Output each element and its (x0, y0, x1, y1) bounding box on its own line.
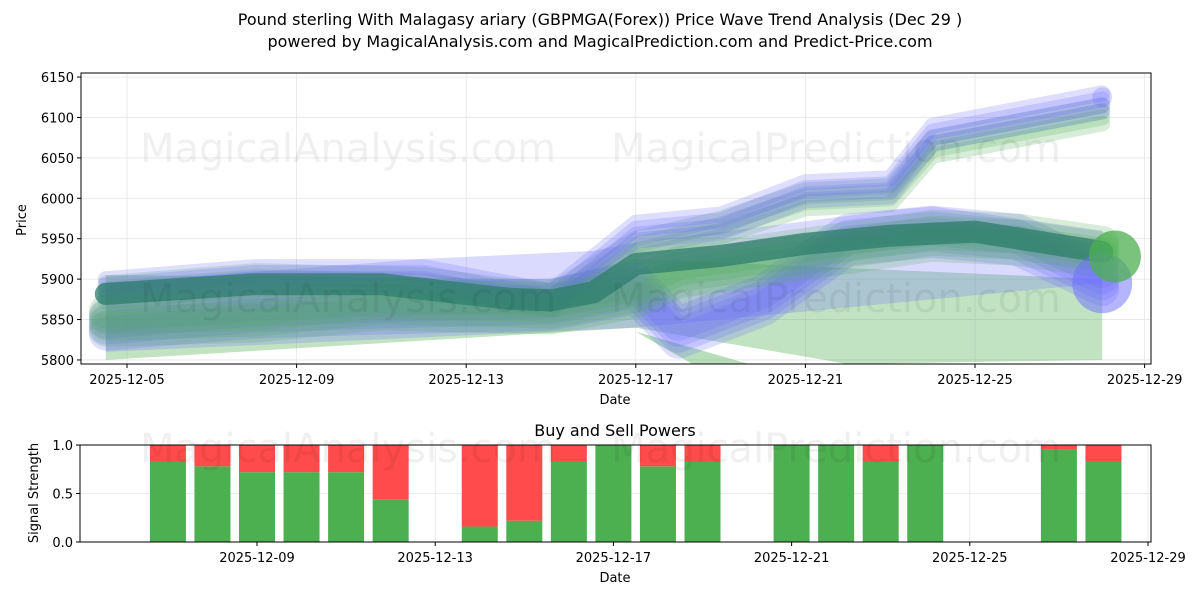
signal-ytick-label: 0.0 (52, 536, 73, 551)
signal-xtick-label: 2025-12-09 (219, 551, 295, 566)
watermark-analysis-top: MagicalAnalysis.com (140, 126, 556, 172)
signal-bar-sell (684, 445, 721, 462)
signal-bars (149, 445, 1122, 542)
signal-bar-sell (194, 445, 231, 467)
signal-bar-sell (506, 445, 543, 521)
price-ytick-label: 6050 (41, 152, 74, 167)
signal-ytick-label: 1.0 (52, 439, 73, 454)
signal-xtick-label: 2025-12-25 (932, 551, 1008, 566)
signal-title: Buy and Sell Powers (534, 421, 696, 440)
signal-xtick-label: 2025-12-17 (576, 551, 652, 566)
signal-bar-buy (1040, 449, 1077, 542)
price-axes-frame (80, 72, 1152, 365)
signal-bar-sell (283, 445, 320, 473)
signal-ytick-label: 0.5 (52, 488, 73, 503)
watermark-analysis-bottom: MagicalAnalysis.com (140, 426, 556, 472)
price-ytick-label: 5950 (41, 233, 74, 248)
signal-bar-sell (1085, 445, 1122, 462)
signal-bar-sell (149, 445, 186, 462)
signal-bar-buy (1085, 461, 1122, 542)
price-ytick-label: 5850 (41, 314, 74, 329)
signal-bar-buy (149, 461, 186, 542)
price-xtick-label: 2025-12-25 (937, 373, 1013, 388)
price-wave-blue-upper (97, 91, 1111, 306)
signal-bar-buy (684, 461, 721, 542)
signal-bar-buy (194, 466, 231, 542)
price-ytick-label: 6150 (41, 71, 74, 86)
price-xlabel: Date (599, 393, 630, 408)
price-wave-green-lower (88, 227, 1120, 347)
signal-bar-buy (907, 445, 944, 542)
price-xtick-label: 2025-12-13 (428, 373, 504, 388)
signal-bar-sell (639, 445, 676, 467)
price-end-blob-green (1088, 230, 1141, 283)
price-wave-blue-upper (97, 85, 1111, 300)
signal-ylabel: Signal Strength (27, 443, 42, 543)
signal-bar-buy (283, 472, 320, 542)
watermark-prediction-mid: MagicalPrediction.com (611, 276, 1061, 322)
signal-bar-sell (239, 445, 275, 473)
price-waves (88, 85, 1141, 364)
signal-xtick-label: 2025-12-13 (397, 551, 473, 566)
chart-title-line2: powered by MagicalAnalysis.com and Magic… (267, 32, 932, 51)
signal-xlabel: Date (599, 571, 630, 586)
signal-xtick-label: 2025-12-21 (754, 551, 830, 566)
signal-bar-buy (862, 461, 899, 542)
signal-bar-buy (506, 520, 543, 542)
price-ytick-label: 5800 (41, 354, 74, 369)
price-watermarks: MagicalAnalysis.com MagicalPrediction.co… (140, 126, 1061, 322)
signal-bar-sell (862, 445, 899, 462)
price-ylabel: Price (15, 204, 30, 236)
watermark-analysis-mid: MagicalAnalysis.com (140, 276, 556, 322)
price-xtick-label: 2025-12-05 (89, 373, 165, 388)
price-band-green-dip (635, 331, 749, 364)
price-end-blob-top (1092, 87, 1113, 108)
watermark-prediction-top: MagicalPrediction.com (611, 126, 1061, 172)
signal-xtick-label: 2025-12-29 (1110, 551, 1186, 566)
price-xtick-label: 2025-12-09 (259, 373, 335, 388)
price-ytick-label: 6100 (41, 111, 74, 126)
signal-bar-buy (818, 445, 855, 542)
price-wave-blue-lower (88, 223, 1120, 359)
chart-title-line1: Pound sterling With Malagasy ariary (GBP… (238, 10, 962, 29)
signal-bar-sell (461, 445, 498, 527)
signal-ticks: 0.0 0.5 1.0 2025-12-09 2025-12-13 2025-12-17 2… (52, 439, 1185, 566)
signal-bar-buy (372, 499, 409, 542)
signal-bar-sell (372, 445, 409, 500)
price-xtick-label: 2025-12-29 (1107, 373, 1183, 388)
price-wave-teal-center (94, 220, 1114, 312)
signal-bar-sell (550, 445, 587, 462)
signal-bar-sell (1040, 445, 1077, 450)
signal-bar-buy (328, 472, 365, 542)
price-xtick-label: 2025-12-17 (598, 373, 674, 388)
watermark-prediction-bottom: MagicalPrediction.com (611, 426, 1061, 472)
signal-bar-buy (639, 466, 676, 542)
price-ytick-label: 6000 (41, 192, 74, 207)
signal-bar-buy (239, 472, 275, 542)
price-xtick-label: 2025-12-21 (768, 373, 844, 388)
signal-bar-sell (328, 445, 365, 473)
signal-bar-buy (595, 445, 632, 542)
price-ticks: 5800 5850 5900 5950 6000 6050 6100 6150 2025-12-… (41, 71, 1182, 388)
price-ytick-label: 5900 (41, 273, 74, 288)
signal-bar-buy (461, 526, 498, 542)
signal-bar-buy (773, 445, 810, 542)
signal-watermarks: MagicalAnalysis.com MagicalPrediction.co… (140, 426, 1061, 472)
signal-bar-buy (550, 461, 587, 542)
